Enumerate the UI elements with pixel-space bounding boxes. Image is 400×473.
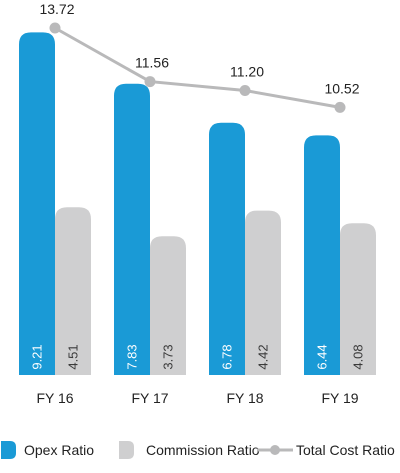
- x-axis-labels: FY 16 FY 17 FY 18 FY 19: [36, 390, 358, 406]
- bar-opex-ratio-fy-19: [304, 135, 340, 375]
- bar-value-label: 4.42: [256, 344, 271, 369]
- legend-swatch-commission-ratio: [119, 441, 134, 459]
- bar-commission-ratio-fy-18: [245, 210, 281, 375]
- bar-opex-ratio-fy-18: [209, 122, 245, 375]
- total-cost-value-label: 11.56: [135, 55, 169, 71]
- total-cost-point: [334, 101, 346, 113]
- bar-value-label: 3.73: [161, 344, 176, 369]
- x-tick-label: FY 17: [131, 390, 168, 406]
- legend-swatch-opex-ratio: [1, 441, 16, 459]
- bar-commission-ratio-fy-16: [55, 207, 91, 375]
- bar-value-label: 7.83: [125, 344, 140, 369]
- x-tick-label: FY 19: [321, 390, 358, 406]
- bar-value-label: 4.08: [351, 344, 366, 369]
- bar-value-label: 9.21: [30, 344, 45, 369]
- bar-value-label: 6.78: [220, 344, 235, 369]
- bar-opex-ratio-fy-16: [19, 32, 55, 375]
- total-cost-line-layer: 13.72 11.56 11.20 10.52: [39, 1, 360, 113]
- x-tick-label: FY 16: [36, 390, 73, 406]
- bar-value-label: 6.44: [315, 344, 330, 369]
- total-cost-point: [49, 22, 61, 34]
- bar-value-label: 4.51: [66, 344, 81, 369]
- total-cost-point: [144, 76, 156, 88]
- bar-commission-ratio-fy-17: [150, 236, 186, 375]
- total-cost-value-label: 13.72: [39, 1, 74, 17]
- total-cost-value-label: 11.20: [230, 63, 264, 79]
- bar-opex-ratio-fy-17: [114, 83, 150, 375]
- bar-commission-ratio-fy-19: [340, 223, 376, 375]
- legend-label-opex-ratio: Opex Ratio: [24, 442, 94, 458]
- legend-label-total-cost-ratio: Total Cost Ratio: [296, 442, 395, 458]
- legend-marker-total-cost-ratio: [270, 445, 280, 455]
- x-tick-label: FY 18: [226, 390, 263, 406]
- total-cost-point: [239, 84, 251, 96]
- legend: Opex Ratio Commission Ratio Total Cost Rat…: [1, 441, 395, 459]
- total-cost-line: [54, 26, 341, 109]
- legend-label-commission-ratio: Commission Ratio: [146, 442, 260, 458]
- total-cost-value-label: 10.52: [324, 80, 359, 96]
- bars-layer: 9.21 7.83 6.78 6.44 4.51 3.73 4.42 4.08: [19, 32, 376, 375]
